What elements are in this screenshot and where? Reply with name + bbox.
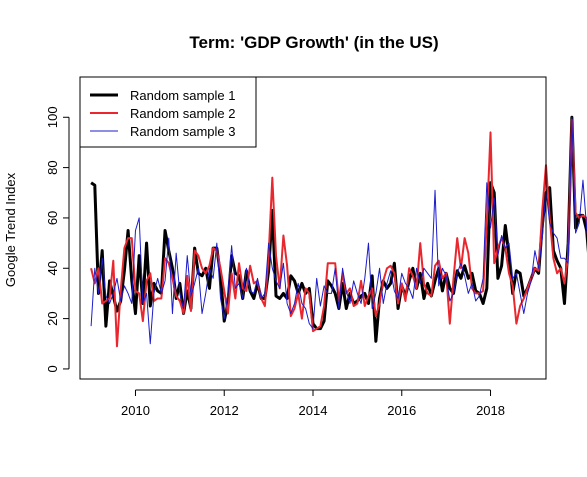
series-line-2 [90,118,587,348]
y-tick-label: 80 [45,160,60,174]
axes: 2010 2012 2014 2016 2018 0 20 40 60 80 100 [45,106,505,418]
legend-label-2: Random sample 2 [130,106,236,121]
y-tick-label: 100 [45,106,60,128]
series-line-3 [90,116,587,345]
x-tick-label: 2010 [121,403,150,418]
x-tick-label: 2014 [299,403,328,418]
legend-label-3: Random sample 3 [130,124,236,139]
legend-label-1: Random sample 1 [130,88,236,103]
y-tick-label: 20 [45,311,60,325]
x-tick-label: 2018 [476,403,505,418]
y-axis-label: Google Trend Index [3,172,18,287]
y-tick-label: 0 [45,365,60,372]
legend: Random sample 1 Random sample 2 Random sam… [79,76,257,148]
y-tick-label: 40 [45,261,60,275]
chart-title: Term: 'GDP Growth' (in the US) [189,33,438,52]
plot-box [79,76,547,380]
series-layer [90,115,587,348]
x-tick-label: 2012 [210,403,239,418]
x-tick-label: 2016 [387,403,416,418]
y-tick-label: 60 [45,211,60,225]
